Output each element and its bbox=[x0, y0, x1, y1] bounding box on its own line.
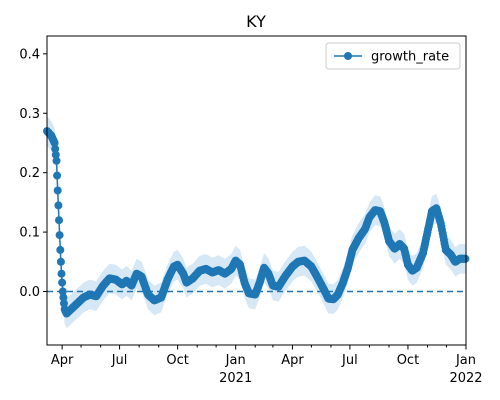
data-point bbox=[59, 293, 68, 302]
data-point bbox=[53, 171, 62, 180]
chart-title: KY bbox=[246, 12, 266, 31]
y-tick-label: 0.0 bbox=[19, 285, 40, 300]
x-tick-year-label: 2022 bbox=[449, 371, 482, 386]
data-point bbox=[56, 245, 65, 254]
x-tick-label: Jan bbox=[225, 353, 246, 368]
data-point bbox=[58, 278, 67, 287]
x-tick-label: Apr bbox=[51, 353, 74, 368]
x-tick-label: Oct bbox=[397, 353, 419, 368]
data-point bbox=[54, 201, 63, 210]
data-point bbox=[56, 257, 65, 266]
series-layer bbox=[43, 127, 470, 318]
y-tick-label: 0.1 bbox=[19, 226, 40, 241]
x-tick-label: Oct bbox=[166, 353, 188, 368]
axes-layer: 0.0 0.1 0.2 0.3 0.4 Apr Jul Oct Jan 2021 Apr Jul Oct… bbox=[19, 35, 483, 386]
data-point bbox=[50, 139, 59, 147]
x-tick-year-label: 2021 bbox=[219, 371, 252, 386]
plot-frame bbox=[46, 35, 467, 346]
legend-box bbox=[325, 42, 461, 70]
data-point bbox=[60, 299, 68, 308]
y-tick-label: 0.3 bbox=[19, 107, 40, 122]
x-tick-label: Jan bbox=[455, 353, 476, 368]
y-tick-label: 0.4 bbox=[19, 47, 40, 62]
legend-marker bbox=[344, 52, 352, 60]
legend-label: growth_rate bbox=[371, 50, 449, 65]
data-point bbox=[52, 156, 61, 165]
data-point bbox=[57, 269, 66, 278]
data-point bbox=[55, 216, 63, 225]
data-point bbox=[53, 186, 62, 195]
data-point bbox=[58, 287, 67, 296]
x-tick-label: Apr bbox=[281, 353, 304, 368]
data-point bbox=[461, 254, 470, 263]
data-point bbox=[51, 144, 60, 153]
data-point bbox=[51, 150, 60, 159]
x-tick-label: Jul bbox=[111, 353, 128, 368]
data-point bbox=[55, 231, 64, 240]
y-tick-label: 0.2 bbox=[19, 166, 40, 181]
x-tick-label: Jul bbox=[341, 353, 358, 368]
legend: growth_rate bbox=[325, 42, 461, 70]
